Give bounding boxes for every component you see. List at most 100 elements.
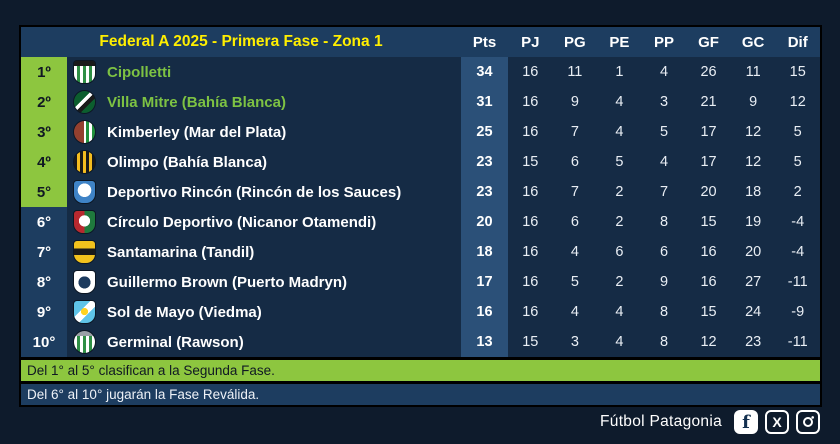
position-cell: 3º	[21, 117, 67, 147]
pp-cell: 6	[659, 244, 669, 260]
team-cell: Villa Mitre (Bahía Blanca)	[67, 87, 461, 117]
col-header-gc: GC	[741, 33, 765, 51]
gf-cell: 17	[700, 124, 717, 140]
col-header-pp: PP	[653, 33, 674, 51]
gc-cell: 27	[745, 274, 762, 290]
team-crest-icon	[74, 241, 95, 263]
team-name: Olimpo (Bahía Blanca)	[107, 153, 268, 171]
instagram-icon[interactable]	[796, 410, 820, 434]
team-cell: Cipolletti	[67, 57, 461, 87]
team-name: Villa Mitre (Bahía Blanca)	[107, 93, 286, 111]
brand-text: Fútbol Patagonia	[600, 413, 722, 430]
gf-cell: 16	[700, 274, 717, 290]
gc-cell: 11	[745, 64, 761, 80]
pj-cell: 16	[522, 214, 539, 230]
facebook-icon[interactable]: f	[734, 410, 758, 434]
team-name: Santamarina (Tandil)	[107, 243, 255, 261]
pp-cell: 8	[659, 214, 669, 230]
team-name: Círculo Deportivo (Nicanor Otamendi)	[107, 213, 377, 231]
pg-cell: 11	[567, 64, 583, 80]
pp-cell: 4	[659, 64, 669, 80]
gf-cell: 15	[700, 304, 717, 320]
dif-cell: 12	[789, 94, 806, 110]
team-crest-icon	[74, 301, 95, 323]
pe-cell: 4	[615, 94, 624, 110]
table-row: 1º Cipolletti 34 16 11 1 4 26 11 15	[21, 57, 820, 87]
position-cell: 8°	[21, 267, 67, 297]
dif-cell: -9	[791, 304, 805, 320]
col-header-pj: PJ	[521, 33, 540, 51]
gc-cell: 12	[745, 154, 762, 170]
col-header-pts: Pts	[472, 33, 497, 51]
pj-cell: 16	[522, 244, 539, 260]
table-header: Federal A 2025 - Primera Fase - Zona 1 P…	[21, 27, 820, 57]
table-row: 4º Olimpo (Bahía Blanca) 23 15 6 5 4 17 …	[21, 147, 820, 177]
dif-cell: 15	[789, 64, 806, 80]
pe-cell: 1	[615, 64, 624, 80]
dif-cell: 5	[793, 154, 802, 170]
pe-cell: 2	[615, 274, 624, 290]
position-cell: 10°	[21, 327, 67, 357]
table-row: 10° Germinal (Rawson) 13 15 3 4 8 12 23 …	[21, 327, 820, 357]
pj-cell: 16	[522, 184, 539, 200]
team-crest-icon	[74, 121, 95, 143]
points-cell: 25	[461, 117, 508, 147]
team-cell: Kimberley (Mar del Plata)	[67, 117, 461, 147]
gc-cell: 20	[745, 244, 762, 260]
gc-cell: 24	[745, 304, 762, 320]
points-cell: 34	[461, 57, 508, 87]
x-icon[interactable]: X	[765, 410, 789, 434]
position-cell: 1º	[21, 57, 67, 87]
pg-cell: 4	[570, 244, 579, 260]
pg-cell: 4	[570, 304, 579, 320]
table-row: 2º Villa Mitre (Bahía Blanca) 31 16 9 4 …	[21, 87, 820, 117]
points-cell: 16	[461, 297, 508, 327]
pg-cell: 7	[570, 184, 579, 200]
pp-cell: 8	[659, 304, 669, 320]
pe-cell: 2	[615, 214, 624, 230]
points-cell: 23	[461, 147, 508, 177]
position-cell: 6°	[21, 207, 67, 237]
position-cell: 9°	[21, 297, 67, 327]
col-header-pg: PG	[564, 33, 586, 51]
table-title: Federal A 2025 - Primera Fase - Zona 1	[99, 33, 383, 50]
team-crest-icon	[74, 61, 95, 83]
points-cell: 17	[461, 267, 508, 297]
pj-cell: 16	[522, 64, 539, 80]
points-cell: 13	[461, 327, 508, 357]
col-header-dif: Dif	[787, 33, 808, 51]
col-header-pe: PE	[609, 33, 630, 51]
gf-cell: 12	[700, 334, 717, 350]
gf-cell: 26	[700, 64, 717, 80]
team-cell: Germinal (Rawson)	[67, 327, 461, 357]
team-name: Sol de Mayo (Viedma)	[107, 303, 262, 321]
team-cell: Círculo Deportivo (Nicanor Otamendi)	[67, 207, 461, 237]
pg-cell: 3	[570, 334, 579, 350]
pp-cell: 7	[659, 184, 669, 200]
dif-cell: 5	[793, 124, 802, 140]
standings-table: Federal A 2025 - Primera Fase - Zona 1 P…	[19, 25, 822, 407]
col-header-gf: GF	[698, 33, 719, 51]
pj-cell: 16	[522, 274, 539, 290]
points-cell: 31	[461, 87, 508, 117]
legend-qualified: Del 1° al 5° clasifican a la Segunda Fas…	[21, 357, 820, 381]
pj-cell: 16	[522, 124, 539, 140]
gf-cell: 15	[700, 214, 717, 230]
pe-cell: 5	[615, 154, 624, 170]
pe-cell: 6	[615, 244, 624, 260]
team-cell: Guillermo Brown (Puerto Madryn)	[67, 267, 461, 297]
team-name: Kimberley (Mar del Plata)	[107, 123, 287, 141]
pp-cell: 3	[659, 94, 669, 110]
team-crest-icon	[74, 331, 95, 353]
pe-cell: 2	[615, 184, 624, 200]
team-crest-icon	[74, 211, 95, 233]
dif-cell: -4	[791, 244, 805, 260]
pg-cell: 6	[570, 214, 579, 230]
dif-cell: -4	[791, 214, 805, 230]
gf-cell: 21	[700, 94, 717, 110]
table-row: 7° Santamarina (Tandil) 18 16 4 6 6 16 2…	[21, 237, 820, 267]
dif-cell: -11	[787, 274, 808, 290]
pg-cell: 5	[570, 274, 579, 290]
points-cell: 23	[461, 177, 508, 207]
gc-cell: 19	[745, 214, 762, 230]
